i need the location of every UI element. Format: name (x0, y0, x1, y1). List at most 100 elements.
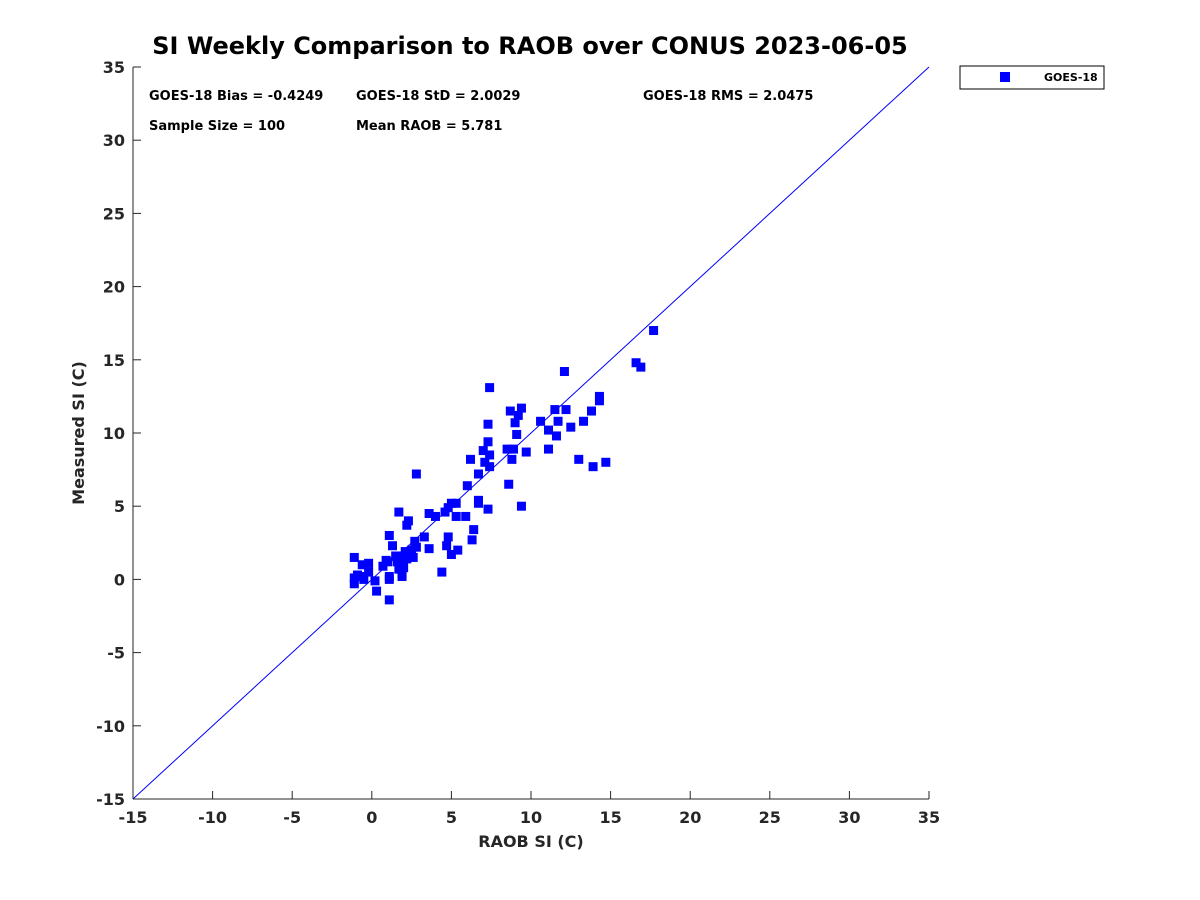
chart-title: SI Weekly Comparison to RAOB over CONUS … (152, 32, 907, 60)
legend-label-goes-18: GOES-18 (1044, 71, 1098, 84)
x-tick-label: 15 (599, 808, 621, 827)
data-point (469, 525, 479, 535)
data-point (387, 541, 397, 551)
data-point (473, 469, 483, 479)
y-tick-label: 35 (103, 58, 125, 77)
x-tick-label: 25 (759, 808, 781, 827)
data-point (521, 447, 531, 457)
data-point (370, 576, 380, 586)
y-tick-label: 5 (114, 497, 125, 516)
data-point (451, 498, 461, 508)
data-point (473, 498, 483, 508)
data-point (364, 567, 374, 577)
x-tick-label: 20 (679, 808, 701, 827)
x-tick-label: -15 (119, 808, 148, 827)
y-tick-label: 0 (114, 570, 125, 589)
data-point (508, 444, 518, 454)
data-point (424, 509, 434, 519)
data-points (349, 326, 659, 605)
data-point (483, 504, 493, 514)
data-point (485, 383, 495, 393)
data-point (631, 358, 641, 368)
x-tick-label: 10 (520, 808, 542, 827)
data-point (516, 501, 526, 511)
data-point (357, 560, 367, 570)
data-point (372, 586, 382, 596)
x-tick-label: 0 (366, 808, 377, 827)
x-tick-label: -5 (283, 808, 301, 827)
x-axis-label: RAOB SI (C) (478, 832, 583, 851)
data-point (649, 326, 659, 336)
data-point (411, 542, 421, 552)
data-point (349, 573, 359, 583)
data-point (394, 507, 404, 517)
data-point (384, 574, 394, 584)
data-point (443, 532, 453, 542)
data-point (462, 481, 472, 491)
data-point (402, 554, 412, 564)
y-tick-label: 25 (103, 204, 125, 223)
data-point (359, 574, 369, 584)
legend-marker-goes-18 (1000, 72, 1010, 82)
data-point (483, 419, 493, 429)
data-point (516, 403, 526, 413)
data-point (594, 396, 604, 406)
data-point (466, 454, 476, 464)
data-point (349, 552, 359, 562)
x-tick-label: 35 (918, 808, 940, 827)
data-point (378, 561, 388, 571)
data-point (480, 457, 490, 467)
data-point (384, 595, 394, 605)
data-point (553, 416, 563, 426)
data-point (507, 454, 517, 464)
legend-box (959, 65, 1105, 90)
stat-rms: GOES-18 RMS = 2.0475 (643, 89, 813, 104)
y-tick-label: -10 (96, 717, 125, 736)
data-point (550, 405, 560, 415)
x-tick-label: 5 (446, 808, 457, 827)
data-point (561, 405, 571, 415)
data-point (502, 444, 512, 454)
data-point (397, 554, 407, 564)
data-point (544, 444, 554, 454)
data-point (566, 422, 576, 432)
data-point (451, 511, 461, 521)
y-tick-label: 10 (103, 424, 125, 443)
data-point (512, 429, 522, 439)
data-point (437, 567, 447, 577)
data-point (588, 462, 598, 472)
data-point (442, 541, 452, 551)
data-point (364, 558, 374, 568)
data-point (430, 511, 440, 521)
data-point (440, 507, 450, 517)
data-point (579, 416, 589, 426)
data-point (601, 457, 611, 467)
data-point (544, 425, 554, 435)
data-point (485, 462, 495, 472)
data-point (485, 450, 495, 460)
data-point (411, 469, 421, 479)
stat-mean-raob: Mean RAOB = 5.781 (356, 119, 502, 134)
y-tick-label: -15 (96, 790, 125, 809)
data-point (551, 431, 561, 441)
data-point (384, 530, 394, 540)
data-point (483, 437, 493, 447)
stat-std: GOES-18 StD = 2.0029 (356, 89, 520, 104)
data-point (349, 579, 359, 589)
data-point (410, 536, 420, 546)
data-point (391, 551, 401, 561)
data-point (383, 557, 393, 567)
data-point (424, 544, 434, 554)
data-point (461, 511, 471, 521)
x-tick-label: -10 (198, 808, 227, 827)
data-point (419, 532, 429, 542)
data-point (397, 571, 407, 581)
data-point (402, 520, 412, 530)
data-point (399, 563, 409, 573)
data-point (559, 367, 569, 377)
data-point (408, 552, 418, 562)
data-point (446, 550, 456, 560)
stat-bias: GOES-18 Bias = -0.4249 (149, 89, 323, 104)
legend: GOES-18 (959, 65, 1105, 90)
